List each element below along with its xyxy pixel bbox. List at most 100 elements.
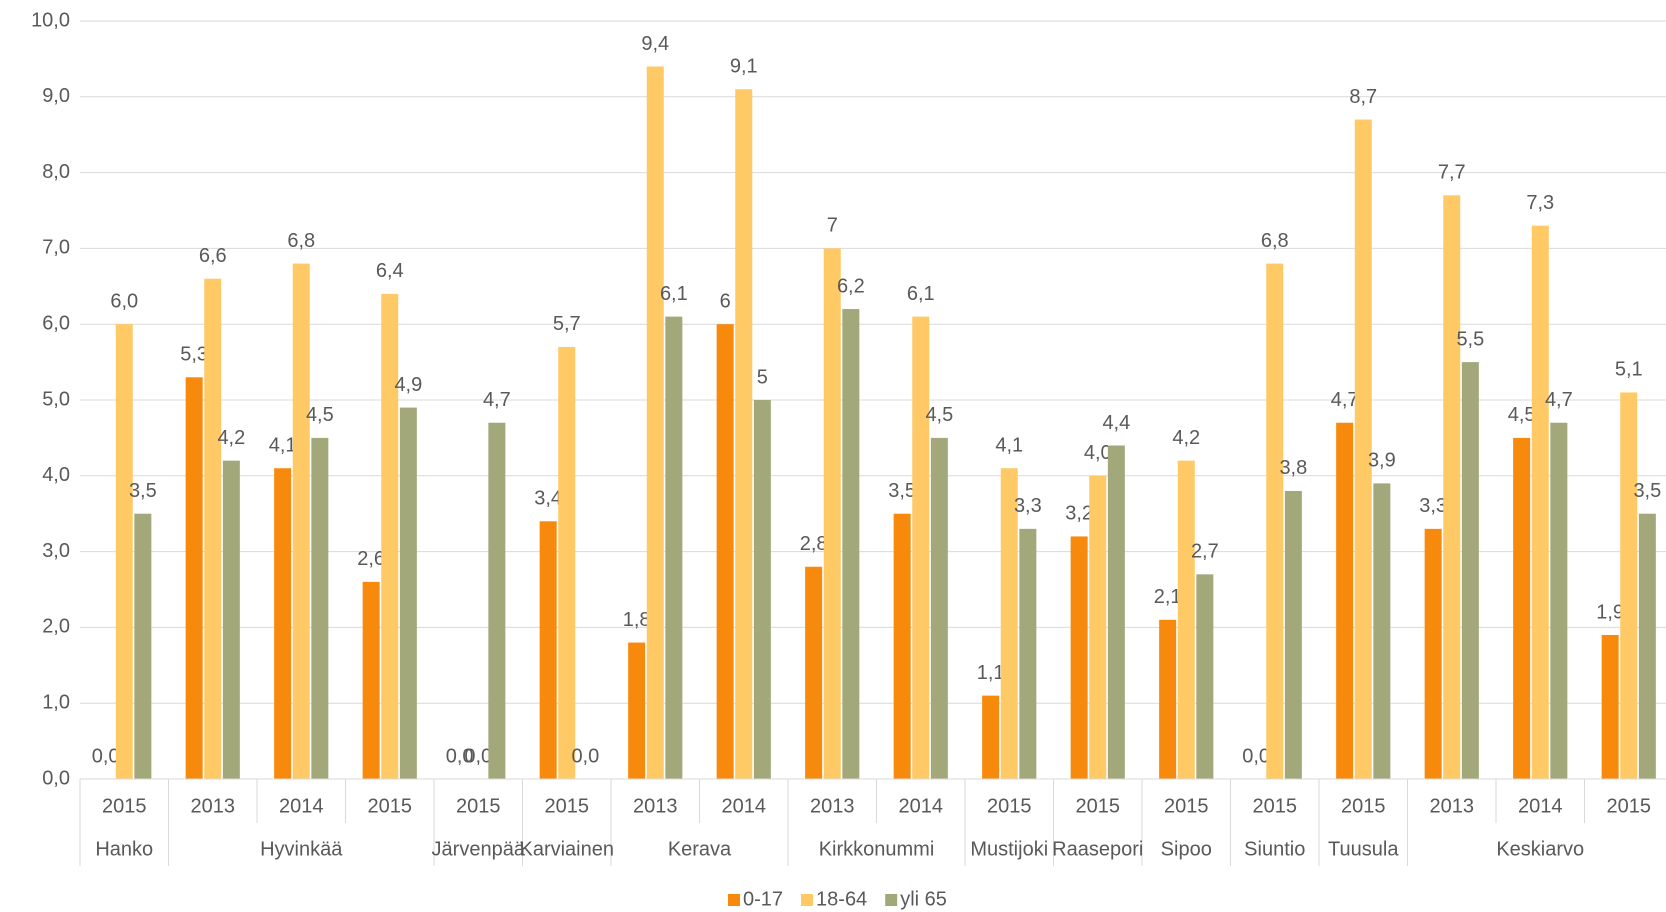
x-tick-label: 2015 (456, 795, 501, 817)
data-label: 4,5 (925, 404, 953, 426)
x-tick-label: 2014 (279, 795, 324, 817)
bar (716, 324, 734, 779)
x-tick-label: 2015 (102, 795, 147, 817)
bar (1019, 528, 1037, 779)
bar (982, 695, 1000, 779)
group-label: Mustijoki (970, 838, 1048, 860)
group-label: Kerava (668, 838, 732, 860)
bar (1159, 619, 1177, 779)
group-label: Hanko (95, 838, 153, 860)
data-label: 7 (827, 215, 838, 237)
group-label: Kirkkonummi (819, 838, 935, 860)
x-tick-label: 2013 (810, 795, 855, 817)
y-tick-label: 2,0 (42, 616, 70, 638)
group-label: Siuntio (1244, 838, 1305, 860)
data-label: 0,0 (92, 745, 120, 767)
legend-label: 0-17 (743, 888, 783, 910)
bar (1601, 634, 1619, 779)
data-label: 3,5 (888, 480, 916, 502)
data-label: 4,1 (995, 435, 1023, 457)
x-tick-label: 2013 (1430, 795, 1475, 817)
bar (1638, 513, 1656, 779)
bar (665, 316, 683, 779)
legend-label: yli 65 (900, 888, 947, 910)
x-tick-label: 2013 (191, 795, 236, 817)
data-label: 9,4 (641, 33, 669, 55)
group-label: Raasepori (1052, 838, 1143, 860)
bar (753, 400, 771, 779)
bar (1177, 460, 1195, 779)
bar (204, 278, 222, 779)
data-label: 1,1 (977, 662, 1005, 684)
data-label: 4,7 (1331, 389, 1359, 411)
bar (1089, 475, 1107, 779)
data-label: 6,1 (907, 283, 935, 305)
group-label: Karviainen (519, 838, 614, 860)
bar (134, 513, 152, 779)
data-label: 3,5 (129, 480, 157, 502)
bar (646, 66, 664, 780)
bar (1336, 422, 1354, 779)
data-label: 4,2 (217, 427, 245, 449)
group-label: Järvenpää (432, 838, 526, 860)
bar (488, 422, 506, 779)
x-tick-label: 2015 (987, 795, 1032, 817)
data-label: 4,1 (269, 435, 297, 457)
bar (1443, 195, 1461, 780)
bar (1000, 468, 1018, 779)
bar (1461, 362, 1479, 779)
data-label: 4,5 (306, 404, 334, 426)
bar (1513, 437, 1531, 779)
data-label: 6,4 (376, 260, 404, 282)
bar (735, 89, 753, 780)
data-label: 0,0 (446, 745, 474, 767)
data-label: 2,7 (1191, 541, 1219, 563)
group-label: Sipoo (1161, 838, 1212, 860)
bar (842, 309, 860, 779)
data-label: 2,1 (1154, 586, 1182, 608)
group-label: Tuusula (1328, 838, 1399, 860)
data-label: 9,1 (730, 56, 758, 78)
y-tick-label: 6,0 (42, 312, 70, 334)
y-tick-label: 10,0 (31, 9, 70, 31)
bar (893, 513, 911, 779)
data-label: 2,8 (800, 533, 828, 555)
legend-swatch (728, 894, 740, 906)
x-tick-label: 2015 (1341, 795, 1386, 817)
data-label: 0,0 (464, 745, 492, 767)
data-label: 1,8 (623, 609, 651, 631)
bar (1284, 490, 1302, 779)
y-tick-label: 9,0 (42, 85, 70, 107)
data-label: 3,5 (1633, 480, 1661, 502)
bar (1354, 119, 1372, 780)
data-label: 2,6 (357, 548, 385, 570)
data-label: 7,3 (1526, 192, 1554, 214)
y-tick-label: 4,0 (42, 464, 70, 486)
x-tick-label: 2014 (1518, 795, 1563, 817)
y-tick-label: 3,0 (42, 540, 70, 562)
y-tick-label: 5,0 (42, 388, 70, 410)
y-tick-label: 8,0 (42, 161, 70, 183)
bar (1266, 263, 1284, 779)
bar (381, 293, 399, 779)
bar (1070, 536, 1088, 779)
data-label: 6,6 (199, 245, 227, 267)
data-label: 4,7 (1545, 389, 1573, 411)
data-label: 1,9 (1596, 601, 1624, 623)
data-label: 6,2 (837, 275, 865, 297)
data-label: 3,8 (1279, 457, 1307, 479)
bar (399, 407, 417, 779)
data-label: 3,4 (534, 488, 562, 510)
data-label: 0,0 (1242, 745, 1270, 767)
bar (1550, 422, 1568, 779)
data-label: 6,1 (660, 283, 688, 305)
data-label: 8,7 (1349, 86, 1377, 108)
y-tick-label: 0,0 (42, 767, 70, 789)
x-tick-label: 2015 (368, 795, 413, 817)
bar (311, 437, 329, 779)
bar (115, 324, 133, 779)
legend-label: 18-64 (816, 888, 867, 910)
group-label: Keskiarvo (1496, 838, 1584, 860)
bar (362, 581, 380, 779)
bar (539, 521, 557, 779)
